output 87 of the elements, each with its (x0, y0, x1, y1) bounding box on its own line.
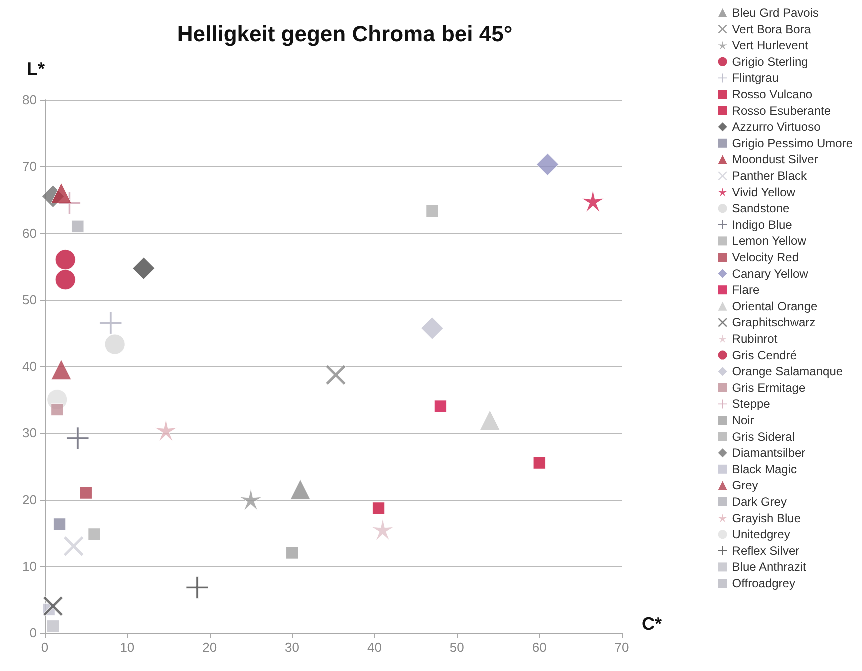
point (421, 317, 444, 340)
point (51, 360, 72, 380)
point (582, 190, 604, 213)
legend-label: Unitedgrey (732, 528, 790, 542)
legend-label: Rosso Esuberante (732, 104, 832, 118)
legend-label: Rubinrot (732, 332, 778, 346)
legend-label: Graphitschwarz (732, 316, 816, 330)
y-axis-title: L* (27, 59, 45, 79)
legend-label: Vert Bora Bora (732, 22, 812, 36)
legend-label: Grayish Blue (732, 511, 802, 526)
legend-label: Steppe (732, 397, 771, 412)
point (372, 502, 386, 515)
legend-label: Gris Ermitage (732, 380, 806, 395)
legend-label: Gris Sideral (732, 430, 795, 444)
point (240, 488, 262, 511)
x-tick-label: 0 (41, 640, 49, 655)
y-tick-label: 70 (22, 159, 37, 174)
y-tick-label: 20 (22, 492, 37, 508)
x-tick-label: 10 (120, 640, 135, 655)
point (51, 183, 72, 204)
y-tick-label: 0 (30, 626, 37, 640)
y-tick-label: 10 (22, 558, 37, 574)
legend-label: Indigo Blue (732, 218, 793, 232)
legend-label: Gris Cendré (732, 348, 798, 362)
point (154, 419, 178, 442)
point (480, 410, 500, 431)
point (66, 427, 90, 450)
y-tick-label: 50 (22, 292, 37, 308)
point (55, 270, 76, 290)
legend-label: Dark Grey (732, 495, 787, 509)
point (51, 404, 64, 416)
legend-label: Offroadgrey (732, 576, 796, 590)
x-tick-label: 70 (614, 640, 630, 655)
point (104, 334, 126, 355)
legend-label: Bleu Grd Pavois (732, 6, 820, 20)
legend-label: Vivid Yellow (732, 185, 796, 200)
y-tick-label: 60 (22, 226, 37, 241)
x-tick-label: 20 (202, 640, 218, 655)
legend-label: Grigio Pessimo Umore (732, 136, 854, 150)
legend-label: Orange Salamanque (732, 364, 844, 379)
point (372, 518, 394, 541)
point (536, 153, 560, 176)
legend-label: Moondust Silver (732, 152, 818, 167)
x-tick-label: 60 (532, 640, 547, 655)
chart-title: Helligkeit gegen Chroma bei 45° (177, 22, 513, 46)
point (46, 620, 60, 633)
y-tick-label: 40 (22, 359, 37, 374)
legend-label: Grey (732, 478, 758, 493)
x-tick-label: 50 (450, 640, 464, 655)
point (426, 205, 439, 218)
point (326, 364, 346, 386)
legend-label: Panther Black (732, 169, 808, 183)
x-tick-label: 40 (367, 640, 382, 655)
legend-label: Diamantsilber (732, 446, 806, 460)
legend-label: Reflex Silver (732, 544, 800, 558)
point (88, 528, 101, 541)
legend-label: Noir (732, 414, 754, 428)
x-tick-label: 30 (285, 640, 300, 655)
point (533, 456, 546, 470)
point (132, 257, 156, 280)
point (42, 596, 64, 617)
y-tick-label: 80 (22, 92, 37, 108)
legend-label: Azzurro Virtuoso (732, 120, 822, 134)
point (55, 250, 76, 270)
x-axis-title: C* (642, 614, 662, 634)
point (64, 536, 84, 557)
point (286, 546, 299, 560)
legend-label: Velocity Red (732, 250, 800, 264)
legend-label: Vert Hurlevent (732, 38, 810, 53)
legend-label: Rosso Vulcano (732, 88, 813, 102)
legend-label: Grigio Sterling (732, 54, 808, 69)
point (80, 486, 92, 500)
legend-label: Flintgrau (732, 71, 779, 86)
legend-label: Canary Yellow (732, 266, 809, 281)
legend-label: Lemon Yellow (732, 234, 807, 248)
legend-label: Oriental Orange (732, 299, 818, 314)
legend-label: Blue Anthrazit (732, 560, 808, 574)
legend-label: Flare (732, 283, 760, 298)
point (434, 400, 447, 413)
legend-label: Black Magic (732, 462, 797, 476)
point (72, 220, 84, 233)
point (54, 518, 66, 531)
y-tick-label: 30 (22, 426, 37, 441)
point (100, 312, 122, 334)
point (186, 576, 209, 599)
legend-label: Sandstone (732, 202, 790, 216)
point (290, 480, 311, 500)
